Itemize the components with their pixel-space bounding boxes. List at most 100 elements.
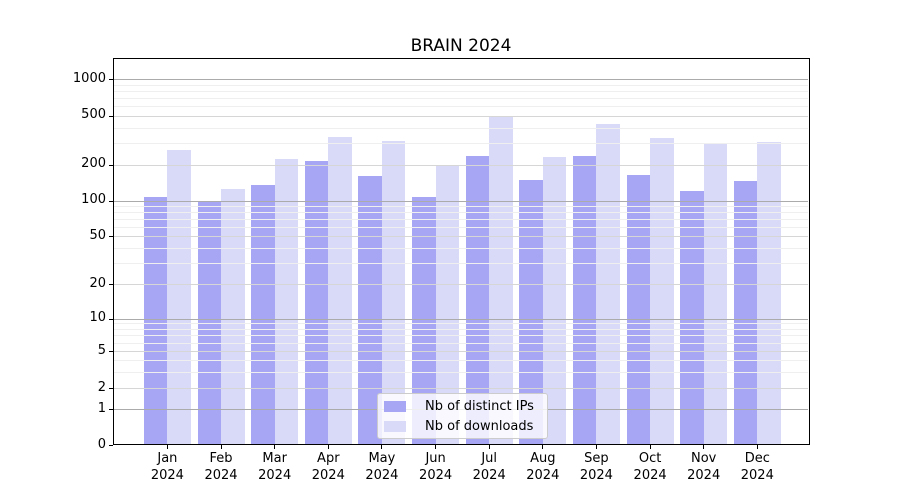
gridline-minor bbox=[114, 142, 808, 144]
bar-downloads-feb bbox=[221, 189, 245, 445]
bar-ips-oct bbox=[626, 174, 651, 445]
legend-swatch-ips-icon bbox=[384, 400, 406, 412]
y-axis-tick bbox=[109, 236, 113, 237]
y-axis-tick-label: 20 bbox=[89, 275, 106, 291]
x-axis-tick-label: Aug 2024 bbox=[526, 451, 560, 483]
bar-downloads-jul bbox=[489, 115, 513, 445]
x-axis-tick-label: Jan 2024 bbox=[150, 451, 184, 483]
x-axis-tick-label: Jun 2024 bbox=[419, 451, 453, 483]
bar-ips-jun bbox=[412, 197, 436, 445]
gridline-major bbox=[114, 79, 808, 80]
x-axis-tick bbox=[166, 445, 168, 449]
x-axis-tick bbox=[274, 445, 276, 449]
x-axis-tick-label: Nov 2024 bbox=[687, 451, 721, 483]
bar-ips-may bbox=[358, 176, 382, 445]
y-axis-tick bbox=[109, 201, 113, 202]
bar-ips-aug bbox=[519, 180, 543, 445]
gridline-major bbox=[114, 236, 808, 237]
legend-item-distinct-ips: Nb of distinct IPs bbox=[378, 398, 547, 415]
x-axis-tick-label: Oct 2024 bbox=[633, 451, 667, 483]
y-axis-tick bbox=[109, 165, 113, 166]
y-axis-tick-label: 0 bbox=[97, 436, 106, 452]
bar-downloads-jun bbox=[435, 164, 460, 445]
gridline-major bbox=[114, 164, 808, 166]
y-axis-tick bbox=[109, 409, 113, 410]
x-axis-tick bbox=[327, 445, 329, 449]
gridline-minor bbox=[114, 329, 808, 330]
gridline-minor bbox=[114, 335, 808, 337]
bar-ips-dec bbox=[733, 180, 758, 445]
bar-downloads-mar bbox=[274, 159, 299, 445]
y-axis-tick bbox=[109, 351, 113, 352]
gridline-minor bbox=[114, 212, 808, 214]
gridline-major bbox=[114, 351, 808, 352]
gridline-minor bbox=[114, 371, 808, 373]
x-axis-tick bbox=[488, 445, 490, 449]
y-axis-tick bbox=[109, 79, 113, 80]
x-axis-tick bbox=[649, 445, 651, 449]
x-axis-tick-label: Sep 2024 bbox=[579, 451, 613, 483]
x-axis-tick-label: Feb 2024 bbox=[204, 451, 238, 483]
x-axis-tick-label: Mar 2024 bbox=[258, 451, 292, 483]
x-axis-tick bbox=[756, 445, 758, 449]
gridline-minor bbox=[114, 342, 808, 344]
legend-item-downloads: Nb of downloads bbox=[378, 418, 547, 435]
gridline-minor bbox=[114, 360, 808, 362]
legend-label-downloads: Nb of downloads bbox=[425, 418, 534, 434]
legend: Nb of distinct IPs Nb of downloads bbox=[377, 393, 548, 439]
gridline-minor bbox=[114, 262, 808, 264]
bar-downloads-apr bbox=[328, 137, 352, 445]
bar-downloads-aug bbox=[542, 157, 567, 445]
bar-downloads-dec bbox=[757, 142, 781, 445]
gridline-minor bbox=[114, 106, 808, 107]
bar-downloads-may bbox=[381, 141, 406, 445]
y-axis-tick-label: 50 bbox=[89, 227, 106, 243]
x-axis-tick bbox=[381, 445, 383, 449]
x-axis-tick bbox=[703, 445, 705, 449]
gridline-major bbox=[114, 388, 808, 390]
x-axis-tick bbox=[595, 445, 597, 449]
gridline-minor bbox=[114, 323, 808, 325]
gridline-minor bbox=[114, 247, 808, 249]
y-axis-tick bbox=[109, 319, 113, 320]
bar-downloads-jan bbox=[167, 149, 191, 445]
gridline-minor bbox=[114, 127, 808, 129]
bar-ips-sep bbox=[572, 156, 597, 445]
x-axis-tick bbox=[542, 445, 544, 449]
y-axis-tick bbox=[109, 388, 113, 389]
chart-title: BRAIN 2024 bbox=[410, 36, 512, 56]
x-axis-tick-label: Apr 2024 bbox=[311, 451, 345, 483]
bar-ips-jan bbox=[143, 196, 168, 445]
y-axis-tick bbox=[109, 284, 113, 285]
x-axis-tick bbox=[435, 445, 437, 449]
x-axis-tick-label: Dec 2024 bbox=[740, 451, 774, 483]
gridline-major bbox=[114, 200, 808, 202]
x-axis-tick-label: Jul 2024 bbox=[472, 451, 506, 483]
y-axis-tick-label: 100 bbox=[81, 192, 106, 208]
gridline-major bbox=[114, 318, 808, 320]
bar-ips-apr bbox=[304, 161, 329, 445]
y-axis-tick-label: 500 bbox=[81, 107, 106, 123]
y-axis-tick bbox=[109, 116, 113, 117]
bar-ips-mar bbox=[251, 185, 275, 445]
x-axis-tick-label: May 2024 bbox=[365, 451, 399, 483]
y-axis-tick-label: 1000 bbox=[72, 70, 106, 86]
gridline-minor bbox=[114, 84, 808, 86]
gridline-major bbox=[114, 284, 808, 285]
y-axis-tick-label: 1 bbox=[97, 400, 106, 416]
y-axis-tick-label: 200 bbox=[81, 156, 106, 171]
gridline-minor bbox=[114, 90, 808, 92]
y-axis-tick-label: 2 bbox=[97, 379, 106, 395]
gridline-minor bbox=[114, 206, 808, 208]
x-axis-tick bbox=[220, 445, 222, 449]
gridline-minor bbox=[114, 218, 808, 220]
gridline-minor bbox=[114, 226, 808, 228]
legend-swatch-downloads-icon bbox=[384, 420, 406, 432]
legend-label-distinct-ips: Nb of distinct IPs bbox=[425, 398, 534, 414]
y-axis-tick-label: 10 bbox=[89, 310, 106, 325]
bar-ips-nov bbox=[680, 191, 704, 445]
bar-downloads-oct bbox=[650, 137, 674, 445]
